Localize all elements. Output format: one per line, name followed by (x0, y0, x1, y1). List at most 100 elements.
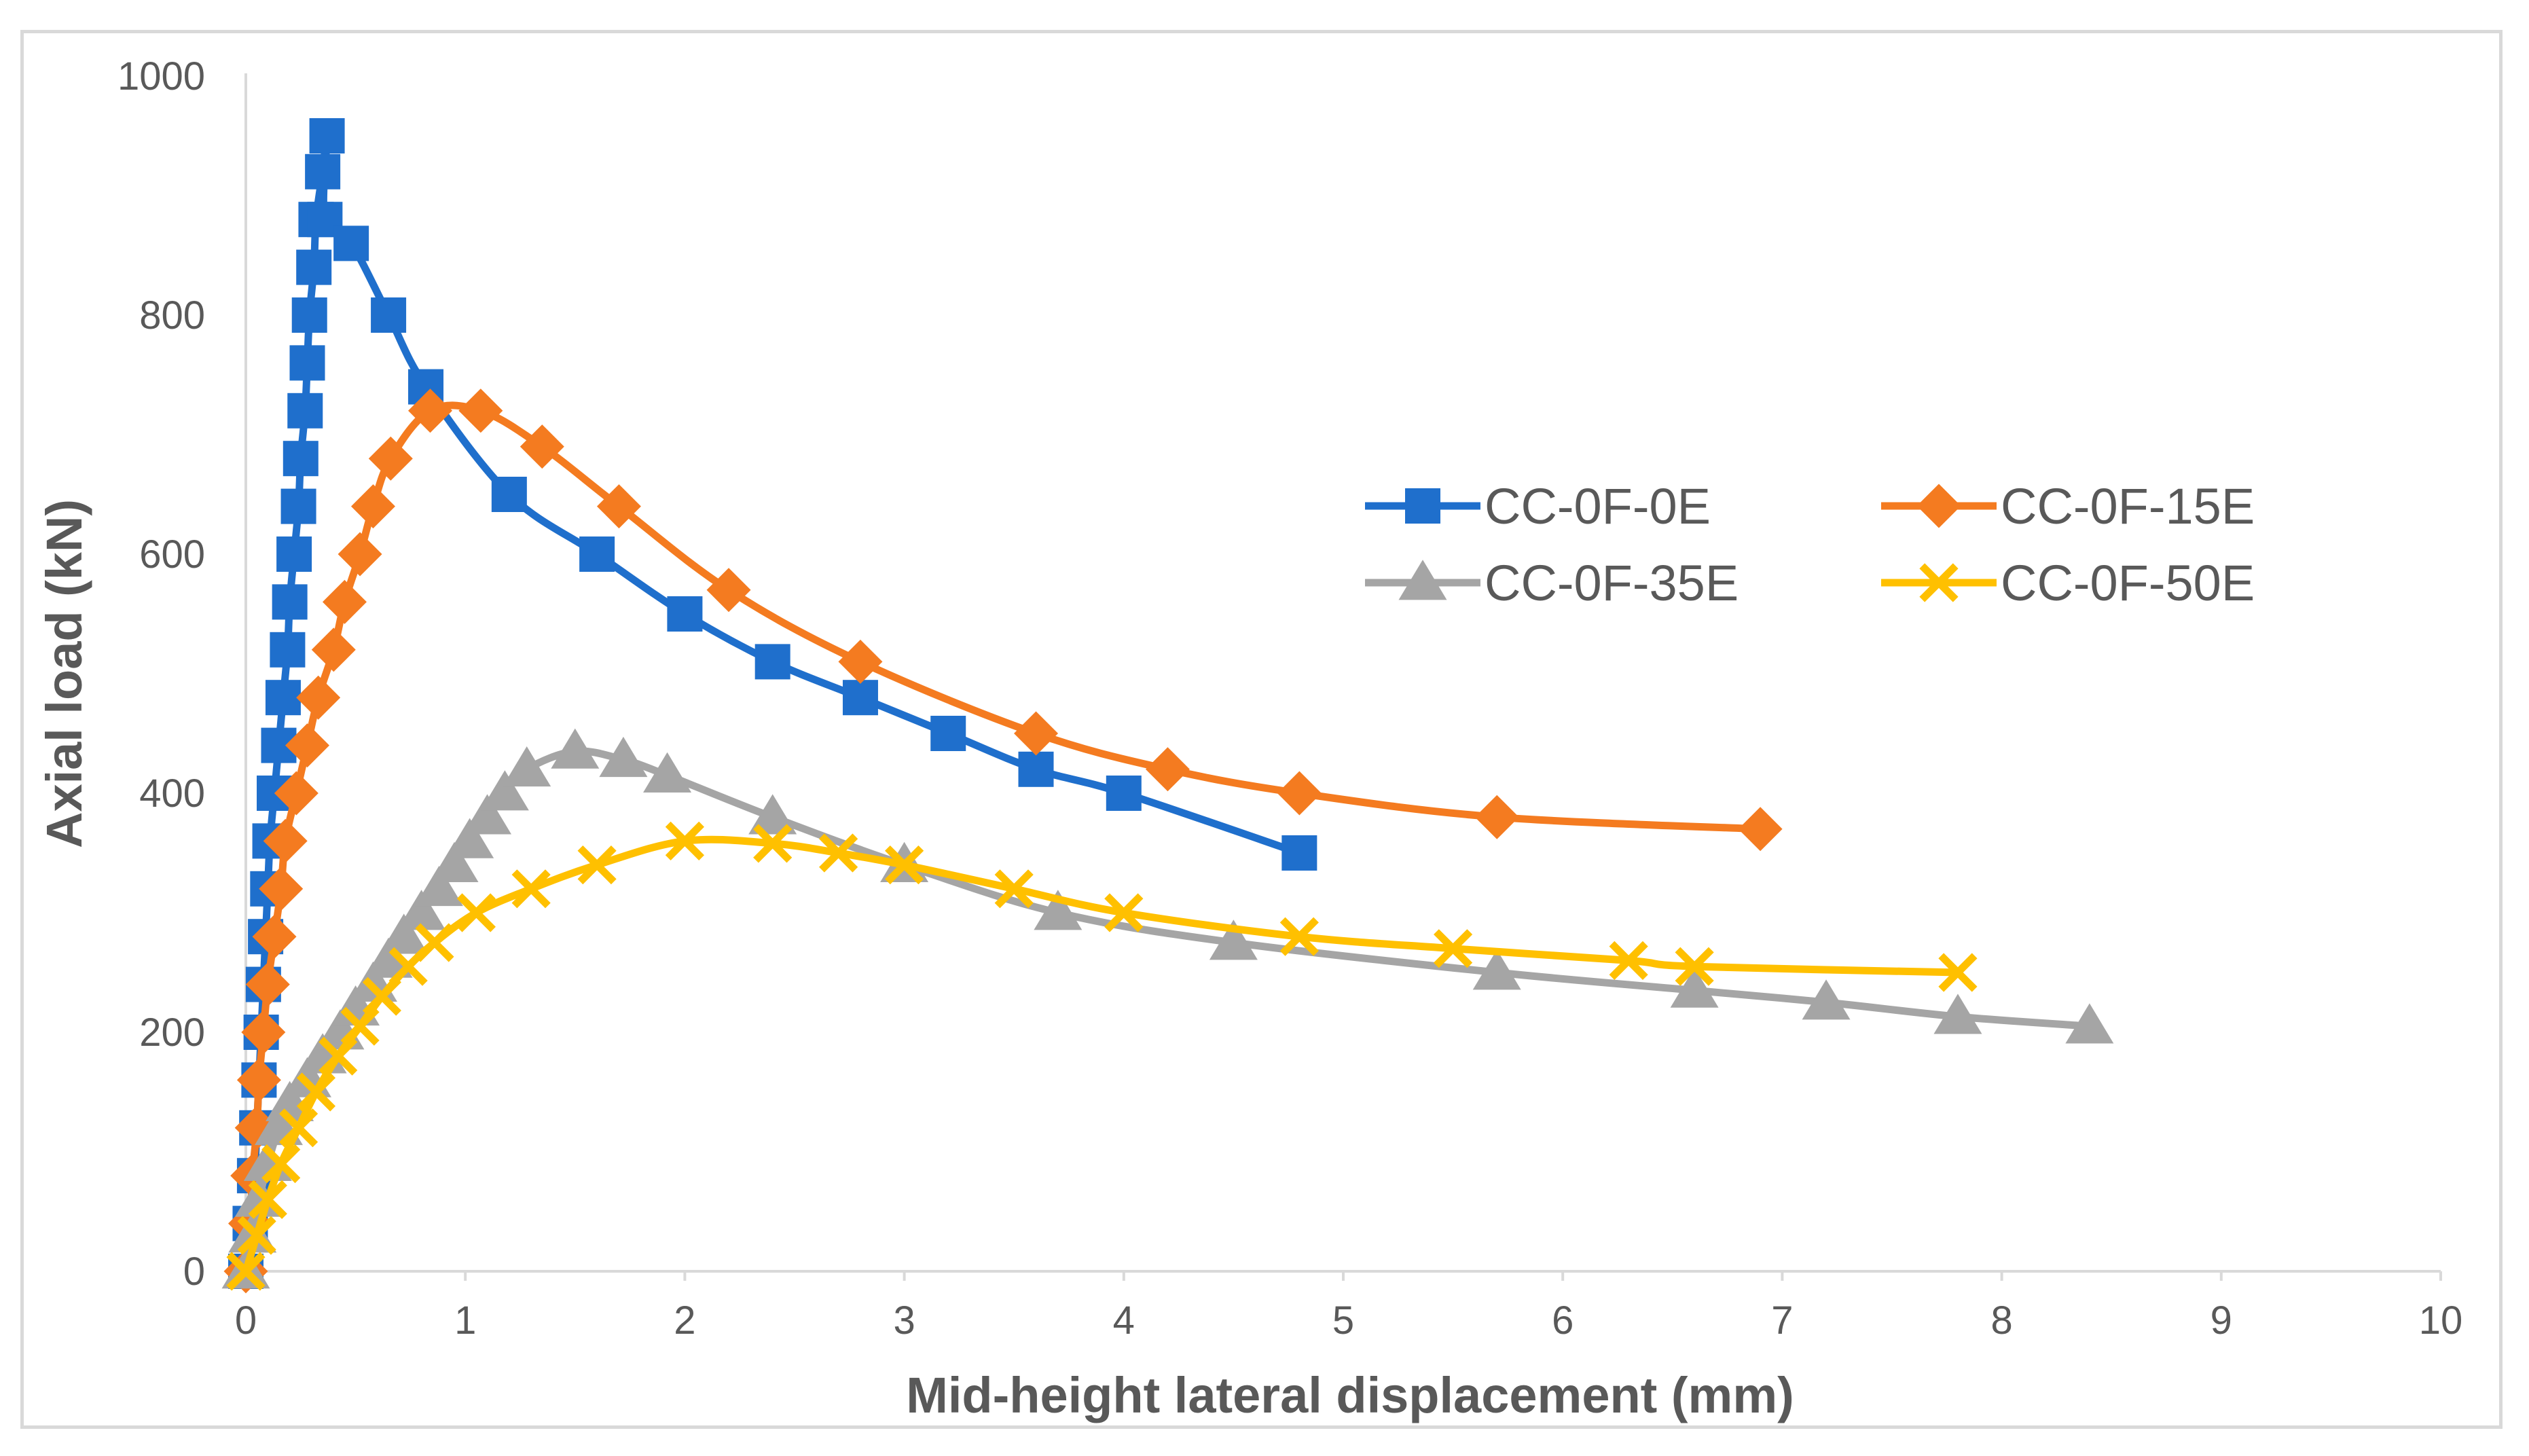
data-point (1670, 967, 1719, 1008)
data-point (1802, 979, 1851, 1020)
chart-frame (20, 30, 2503, 1429)
data-point (596, 484, 641, 529)
data-point (430, 841, 479, 882)
legend-marker (1405, 488, 1440, 524)
data-point (706, 568, 751, 613)
data-point (362, 977, 401, 1016)
data-point (665, 821, 704, 860)
y-tick-label: 1000 (117, 54, 205, 98)
data-point (551, 728, 600, 769)
data-point (322, 579, 367, 624)
y-tick-label: 800 (139, 293, 205, 338)
data-point (296, 1072, 336, 1112)
data-point (994, 869, 1034, 909)
legend-item: CC-0F-15E (1881, 478, 2255, 534)
data-point (842, 680, 878, 716)
data-point (754, 644, 790, 680)
data-point (1145, 747, 1190, 792)
x-tick-label: 3 (893, 1298, 915, 1343)
data-point (340, 1006, 380, 1046)
data-point (311, 627, 356, 672)
x-tick-label: 9 (2210, 1298, 2232, 1343)
data-point (463, 794, 512, 835)
data-point (248, 1180, 287, 1219)
data-point (291, 297, 327, 333)
legend-label: CC-0F-15E (2001, 478, 2255, 534)
data-point (667, 596, 703, 632)
legend-marker (1916, 484, 1961, 528)
series-line (242, 835, 1959, 1273)
legend-item: CC-0F-50E (1881, 555, 2255, 611)
legend-item: CC-0F-35E (1365, 555, 1739, 611)
data-point (819, 833, 858, 873)
data-point (1281, 835, 1317, 871)
data-point (2065, 1003, 2114, 1044)
legend-label: CC-0F-35E (1485, 555, 1739, 611)
data-point (1434, 929, 1473, 968)
y-tick-label: 200 (139, 1011, 205, 1055)
x-tick-label: 4 (1113, 1298, 1135, 1343)
data-point (930, 716, 966, 751)
data-point (456, 893, 496, 932)
data-point (263, 818, 308, 863)
data-point (287, 393, 323, 429)
data-point (241, 1010, 286, 1055)
data-point (1209, 920, 1258, 960)
data-point (458, 388, 503, 433)
data-point (1106, 776, 1142, 811)
data-point (289, 345, 325, 381)
data-point (285, 723, 329, 768)
data-point (350, 484, 395, 529)
data-point (338, 532, 382, 577)
data-point (1738, 807, 1783, 852)
data-point (480, 770, 529, 811)
data-point (272, 584, 308, 620)
data-point (520, 424, 564, 469)
data-point (333, 225, 369, 261)
data-point (274, 771, 319, 816)
x-tick-label: 2 (674, 1298, 695, 1343)
data-point (252, 914, 297, 959)
data-point (1938, 953, 1978, 992)
data-point (1279, 917, 1319, 956)
data-point (503, 746, 551, 787)
data-point (283, 441, 319, 477)
x-tick-label: 8 (1990, 1298, 2012, 1343)
data-point (368, 436, 413, 481)
x-axis-title: Mid-height lateral displacement (mm) (906, 1367, 1794, 1423)
data-point (643, 752, 692, 793)
data-point (397, 890, 446, 930)
data-point (270, 632, 306, 668)
legend-marker (1398, 560, 1447, 600)
data-point (748, 794, 797, 835)
data-point (511, 869, 551, 909)
legend: CC-0F-0E CC-0F-15E CC-0F-35E CC-0F-50E (1365, 478, 2255, 611)
x-tick-label: 1 (454, 1298, 476, 1343)
data-point (319, 1036, 358, 1076)
data-point (445, 818, 494, 858)
data-point (309, 118, 345, 153)
data-point (838, 639, 883, 684)
y-tick-label: 0 (183, 1250, 205, 1294)
data-point (407, 388, 452, 433)
data-point (261, 1144, 301, 1184)
data-point (414, 866, 463, 907)
series-CC-0F-50E (226, 821, 1978, 1291)
x-tick-label: 0 (235, 1298, 257, 1343)
series-CC-0F-15E (223, 388, 1783, 1294)
x-tick-label: 6 (1552, 1298, 1573, 1343)
data-point (280, 488, 316, 524)
data-point (491, 477, 527, 512)
series-CC-0F-35E (221, 728, 2114, 1289)
data-point (1933, 994, 1982, 1034)
x-tick-label: 5 (1332, 1298, 1354, 1343)
data-point (278, 1108, 319, 1148)
data-point (1014, 711, 1059, 756)
data-point (1277, 771, 1322, 816)
data-point (236, 1057, 281, 1102)
axes: 0 1 2 3 4 5 6 7 8 9 10 0 200 400 600 800 1000 (117, 54, 2462, 1343)
y-axis-title: Axial load (kN) (36, 499, 92, 848)
data-point (259, 867, 304, 911)
legend-label: CC-0F-0E (1485, 478, 1711, 534)
data-point (1474, 795, 1519, 839)
